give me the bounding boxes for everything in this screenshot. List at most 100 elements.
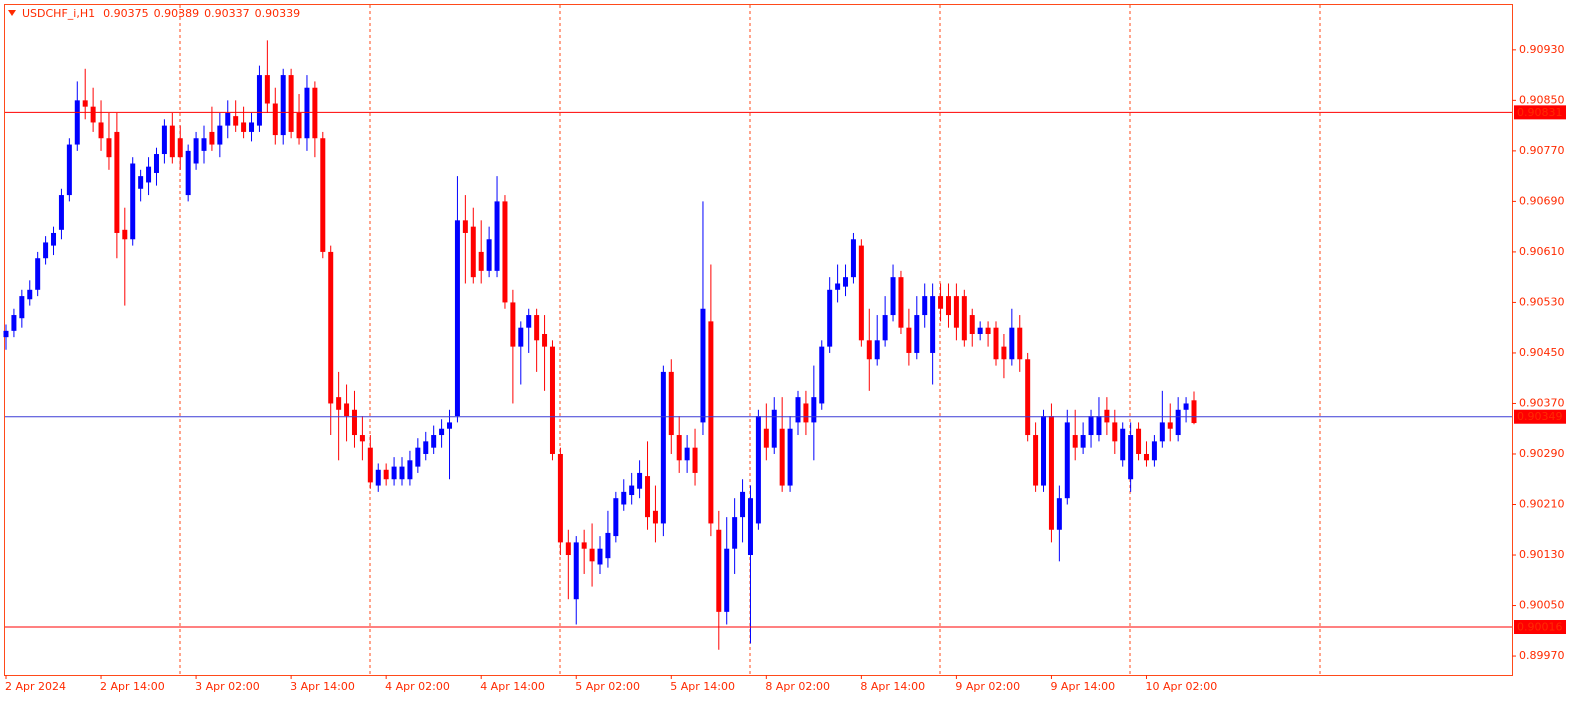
y-tick-label: 0.89970 <box>1519 649 1565 662</box>
candle-body <box>1080 435 1086 448</box>
candle-body <box>264 75 270 104</box>
x-tick-label: 8 Apr 14:00 <box>860 680 925 693</box>
candle-body <box>890 277 896 316</box>
y-tick-label: 0.90050 <box>1519 599 1565 612</box>
candle-body <box>866 340 872 360</box>
candle-body <box>882 315 888 341</box>
candle-body <box>645 476 651 518</box>
candle-body <box>185 150 191 196</box>
header-close: 0.90339 <box>255 7 301 20</box>
candle-body <box>1136 428 1142 454</box>
candle-body <box>1064 422 1070 499</box>
candle-body <box>328 251 334 404</box>
candle-body <box>1191 400 1197 424</box>
candle-body <box>447 422 453 429</box>
candle-body <box>858 245 864 341</box>
candle-body <box>811 397 817 423</box>
candle-body <box>383 469 389 480</box>
candle-body <box>589 548 595 562</box>
candle-body <box>660 371 666 524</box>
candle-body <box>676 435 682 461</box>
candle-body <box>1041 416 1047 486</box>
candle-body <box>843 277 849 287</box>
y-tick-label: 0.90210 <box>1519 498 1565 511</box>
candle-body <box>740 491 746 518</box>
candle-body <box>771 409 777 448</box>
candle-body <box>874 340 880 360</box>
candle-body <box>1088 416 1094 436</box>
candle-body <box>819 346 825 404</box>
x-tick-label: 9 Apr 02:00 <box>955 680 1020 693</box>
candle-body <box>1167 422 1173 429</box>
candles <box>3 40 1197 650</box>
candle-body <box>716 529 722 612</box>
candle-body <box>573 542 579 600</box>
x-tick-label: 4 Apr 14:00 <box>480 680 545 693</box>
candle-body <box>3 330 9 338</box>
price-label: 0.90349 <box>1517 410 1563 423</box>
candle-body <box>391 466 397 480</box>
candle-body <box>613 498 619 537</box>
price-label: 0.90016 <box>1517 621 1563 634</box>
candle-body <box>375 469 381 486</box>
candle-body <box>122 229 128 240</box>
candle-body <box>1183 403 1189 410</box>
candle-body <box>1033 435 1039 486</box>
candle-body <box>1017 327 1023 360</box>
candle-body <box>518 327 524 347</box>
candle-body <box>288 75 294 132</box>
y-tick-label: 0.90130 <box>1519 548 1565 561</box>
candle-body <box>1025 359 1031 436</box>
x-tick-label: 10 Apr 02:00 <box>1145 680 1217 693</box>
candle-body <box>486 239 492 271</box>
candle-body <box>779 428 785 486</box>
candle-body <box>320 138 326 252</box>
header-low: 0.90337 <box>204 7 250 20</box>
candle-body <box>597 548 603 565</box>
candle-body <box>1112 422 1118 442</box>
candle-body <box>415 447 421 467</box>
candle-body <box>755 416 761 524</box>
candle-body <box>27 289 33 300</box>
candle-body <box>161 125 167 155</box>
candle-body <box>953 296 959 328</box>
price-label-bg <box>1514 409 1566 424</box>
candle-body <box>787 428 793 486</box>
candle-body <box>431 435 437 448</box>
candle-body <box>914 315 920 353</box>
y-tick-label: 0.90450 <box>1519 346 1565 359</box>
candle-body <box>502 201 508 303</box>
candle-body <box>1104 409 1110 423</box>
candle-body <box>795 397 801 423</box>
collapse-icon[interactable] <box>8 10 16 16</box>
candle-body <box>977 327 983 335</box>
candle-body <box>11 315 17 331</box>
candle-body <box>1151 441 1157 461</box>
candle-body <box>621 491 627 505</box>
candle-body <box>605 532 611 559</box>
candle-body <box>1120 428 1126 461</box>
candle-body <box>1143 453 1149 461</box>
candle-body <box>930 296 936 353</box>
candle-body <box>153 154 159 173</box>
candle-body <box>938 296 944 309</box>
candle-body <box>312 87 318 139</box>
candle-body <box>19 296 25 319</box>
candle-body <box>138 176 144 189</box>
candle-body <box>652 510 658 524</box>
x-tick-label: 5 Apr 02:00 <box>575 680 640 693</box>
candle-body <box>367 447 373 483</box>
candle-body <box>423 441 429 454</box>
candle-body <box>724 548 730 612</box>
candle-body <box>692 447 698 473</box>
candle-body <box>478 251 484 271</box>
candle-body <box>1009 327 1015 360</box>
candle-body <box>454 220 460 417</box>
candle-body <box>106 138 112 158</box>
candle-body <box>169 125 175 158</box>
candle-body <box>272 103 278 136</box>
candle-body <box>470 226 476 278</box>
symbol: USDCHF_i,H1 <box>22 7 95 20</box>
candle-body <box>985 327 991 335</box>
candle-body <box>217 125 223 145</box>
